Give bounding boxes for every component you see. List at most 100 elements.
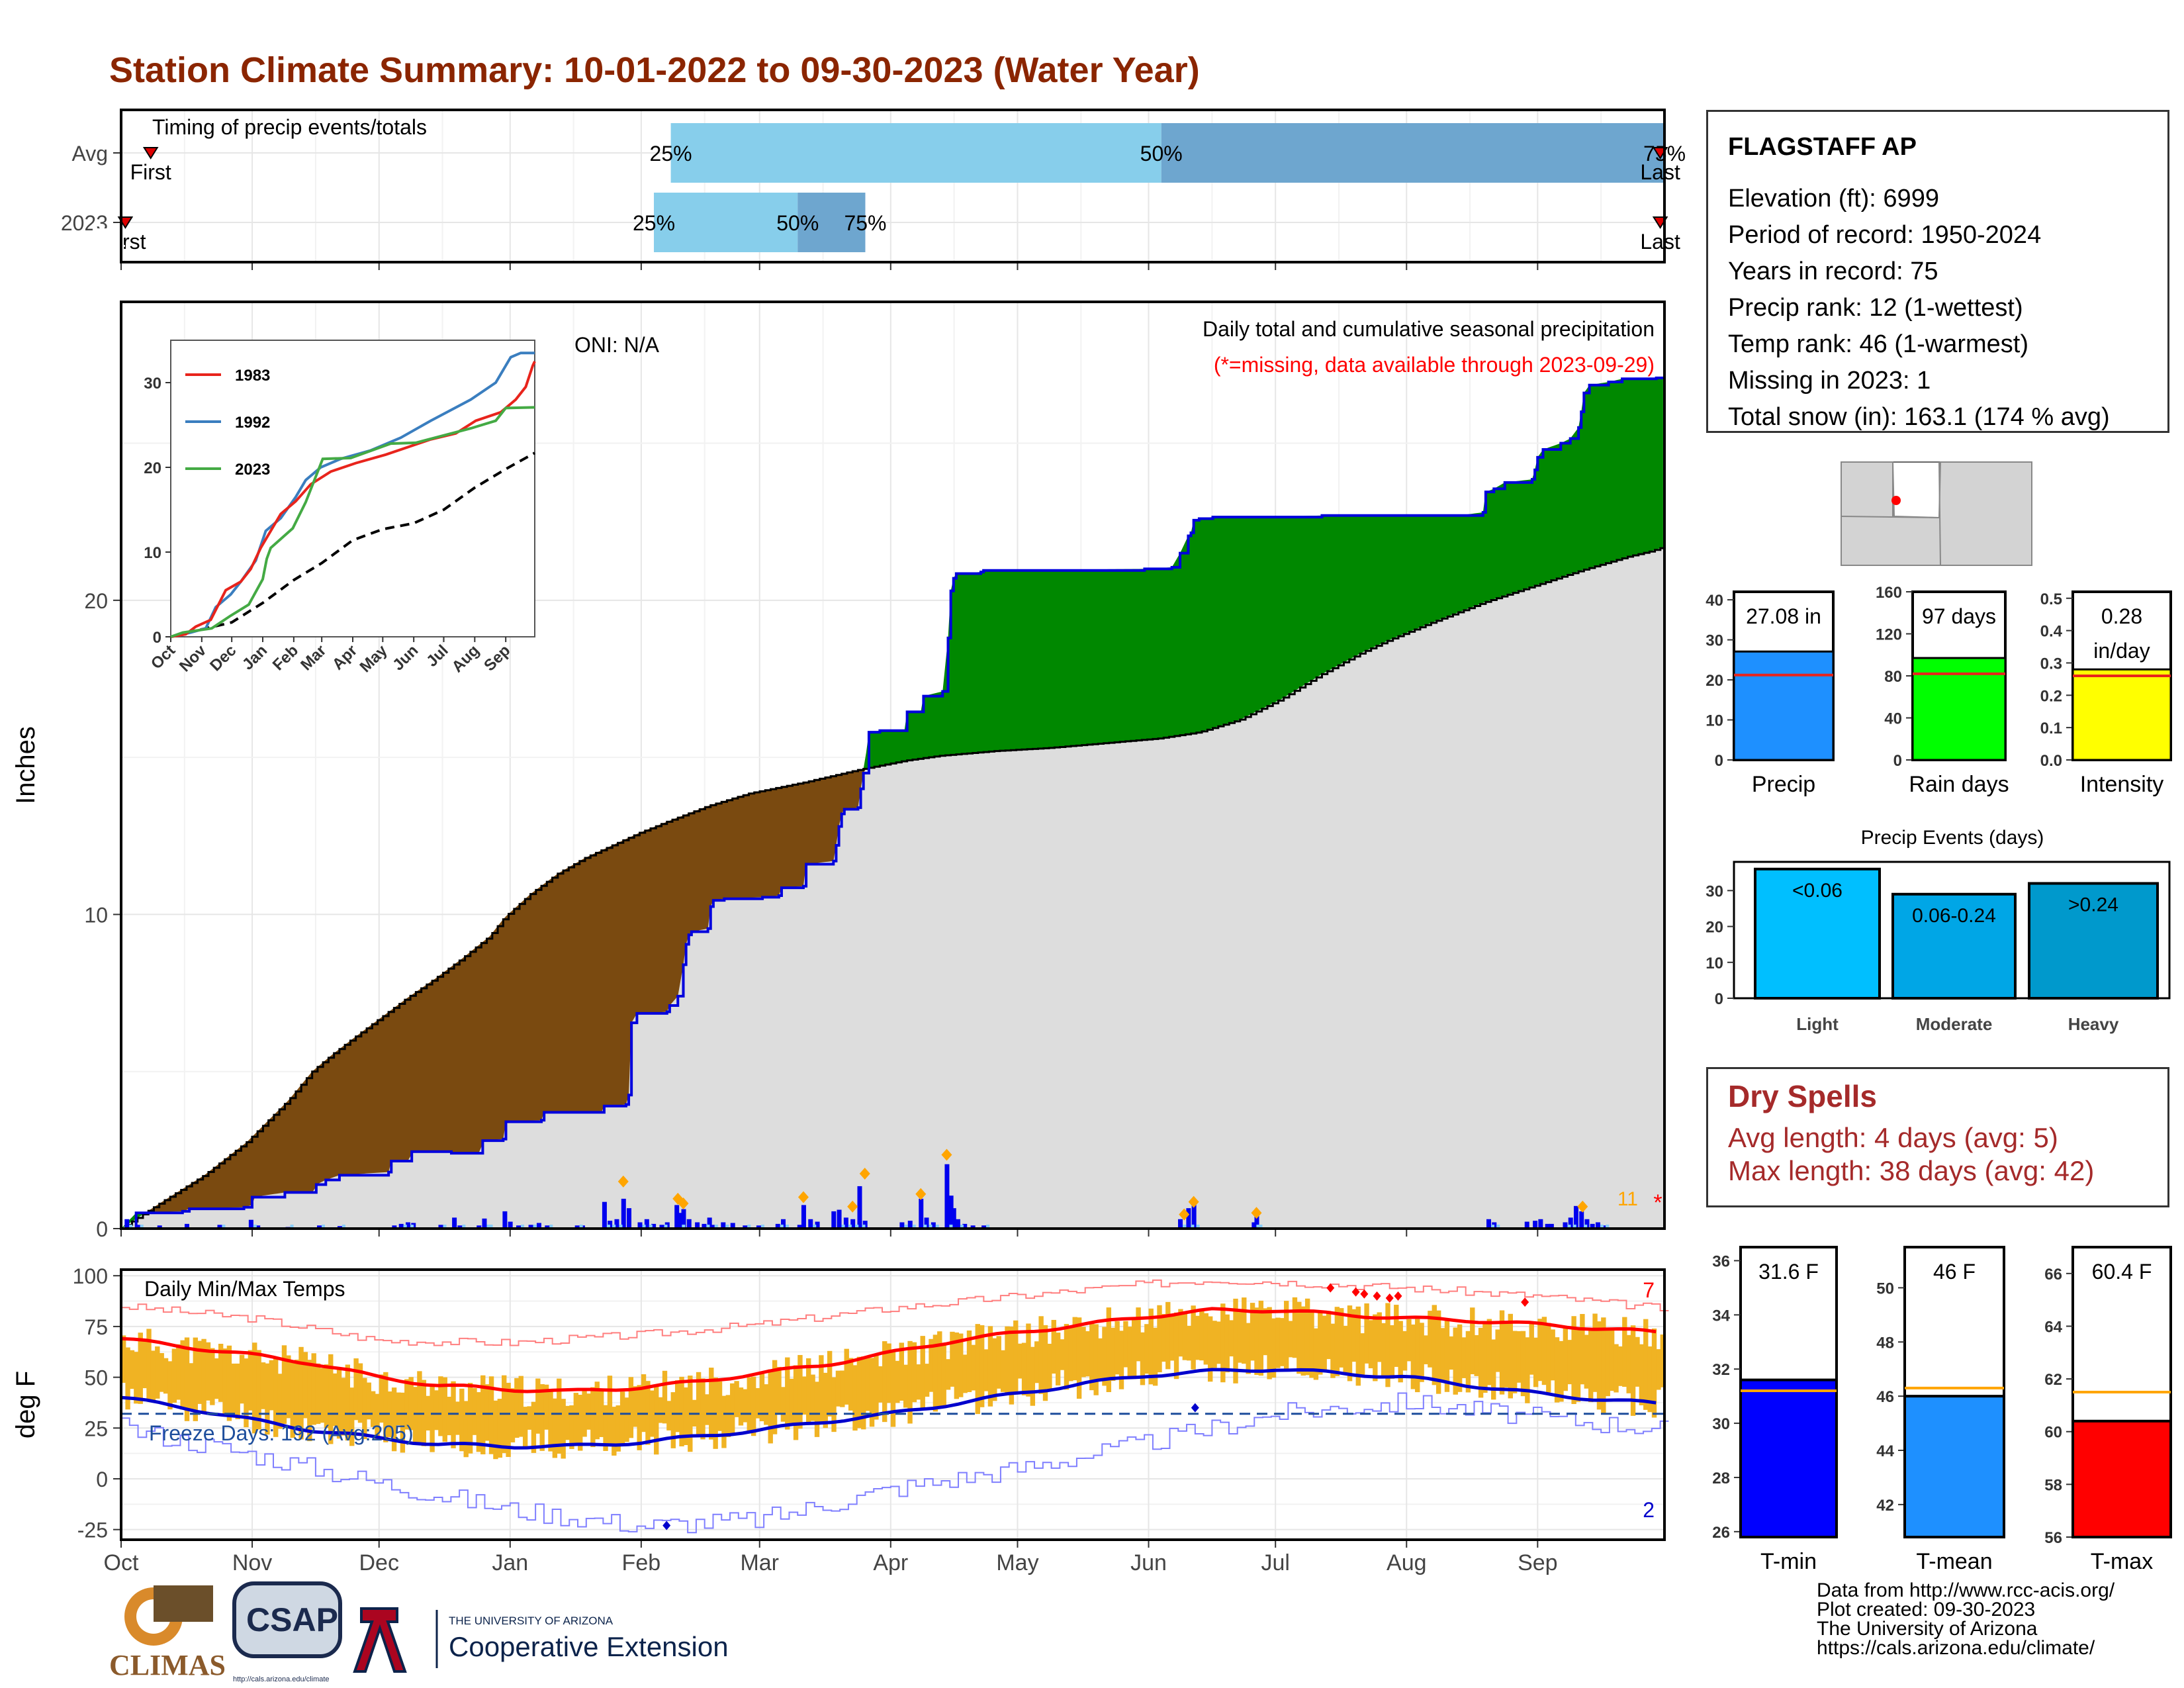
daily-precip-bar bbox=[1251, 1222, 1257, 1229]
snow-mark bbox=[549, 1225, 553, 1229]
below-normal-area bbox=[121, 547, 1663, 1229]
daily-temp-bar bbox=[1081, 1327, 1086, 1378]
daily-temp-bar bbox=[273, 1356, 279, 1437]
daily-precip-bar bbox=[477, 1225, 482, 1229]
timing-bar-25-50 bbox=[654, 193, 798, 252]
daily-temp-bar bbox=[408, 1377, 414, 1430]
snow-mark bbox=[619, 1225, 623, 1229]
snow-mark bbox=[129, 1225, 133, 1229]
daily-temp-bar bbox=[1559, 1340, 1564, 1402]
daily-temp-bar bbox=[933, 1335, 938, 1412]
daily-temp-bar bbox=[552, 1398, 558, 1458]
daily-temp-bar bbox=[886, 1343, 891, 1403]
university-logo: THE UNIVERSITY OF ARIZONA Cooperative Ex… bbox=[353, 1607, 729, 1673]
daily-temp-bar bbox=[759, 1374, 765, 1422]
daily-precip-bar bbox=[843, 1217, 848, 1229]
daily-temp-bar bbox=[840, 1370, 845, 1407]
daily-precip-bar bbox=[709, 1225, 715, 1229]
daily-precip-bar bbox=[124, 1219, 130, 1229]
daily-temp-bar bbox=[717, 1381, 723, 1431]
daily-temp-bar bbox=[1254, 1307, 1259, 1376]
daily-precip-bar bbox=[438, 1225, 443, 1229]
daily-temp-bar bbox=[793, 1365, 799, 1440]
daily-temp-bar bbox=[248, 1350, 253, 1411]
heavy-event-marker bbox=[678, 1197, 689, 1210]
daily-temp-bar bbox=[874, 1355, 879, 1420]
daily-temp-bar bbox=[797, 1354, 803, 1429]
daily-temp-bar bbox=[433, 1390, 439, 1430]
record-max-line bbox=[121, 1279, 1669, 1346]
summary-y-tick-label: 0.5 bbox=[2040, 590, 2062, 608]
snow-mark bbox=[912, 1225, 916, 1229]
daily-temp-bar bbox=[801, 1376, 807, 1415]
summary-bar bbox=[2071, 668, 2172, 761]
daily-precip-bar bbox=[1178, 1219, 1183, 1229]
daily-precip-bar bbox=[157, 1225, 162, 1229]
daily-temp-bar bbox=[1140, 1332, 1146, 1385]
inset-y-tick-label: 30 bbox=[144, 375, 161, 393]
daily-precip-bar bbox=[1486, 1219, 1492, 1229]
daily-precip-bar bbox=[614, 1219, 619, 1229]
month-label: Apr bbox=[873, 1550, 908, 1575]
heavy-event-marker bbox=[1188, 1196, 1199, 1208]
events-y-tick-label: 20 bbox=[1706, 919, 1723, 937]
snow-mark bbox=[222, 1225, 226, 1229]
events-bar-label: >0.24 bbox=[2068, 894, 2118, 916]
precip-caption: Daily total and cumulative seasonal prec… bbox=[1203, 317, 1655, 341]
y-axis-label: deg F bbox=[11, 1371, 40, 1438]
tbar-bar bbox=[1903, 1395, 2005, 1538]
daily-precip-bar bbox=[248, 1219, 253, 1229]
daily-precip-bar bbox=[651, 1223, 657, 1229]
daily-temp-bar bbox=[637, 1385, 642, 1450]
daily-precip-bar bbox=[781, 1219, 786, 1229]
daily-temp-bar bbox=[484, 1384, 490, 1441]
daily-temp-bar bbox=[252, 1342, 257, 1434]
daily-temp-bar bbox=[1275, 1317, 1281, 1368]
event-count: 11 bbox=[1617, 1188, 1638, 1210]
daily-temp-bar bbox=[958, 1333, 964, 1397]
daily-temp-bar bbox=[1005, 1326, 1010, 1395]
snow-mark bbox=[486, 1225, 490, 1229]
daily-temp-bar bbox=[1508, 1313, 1513, 1399]
daily-temp-bar bbox=[1512, 1331, 1518, 1393]
daily-temp-bar bbox=[1343, 1325, 1348, 1375]
daily-temp-bar bbox=[256, 1350, 261, 1430]
daily-temp-bar bbox=[231, 1363, 236, 1415]
summary-y-tick-label: 10 bbox=[1706, 712, 1723, 730]
daily-precip-bar bbox=[857, 1186, 862, 1229]
daily-temp-bar bbox=[1491, 1339, 1496, 1400]
daily-precip-bar bbox=[621, 1198, 626, 1229]
snow-mark bbox=[1606, 1225, 1610, 1229]
daily-temp-bar bbox=[1423, 1335, 1429, 1364]
daily-temp-bar bbox=[612, 1407, 617, 1456]
percentile-label: 25% bbox=[633, 211, 675, 235]
tbar-y-tick-label: 48 bbox=[1876, 1334, 1894, 1352]
events-category-label: Light bbox=[1796, 1014, 1839, 1034]
daily-temp-bar bbox=[1102, 1327, 1107, 1386]
daily-temp-bar bbox=[488, 1376, 494, 1454]
daily-temp-bar bbox=[375, 1393, 380, 1440]
tbar-value-label: 31.6 F bbox=[1758, 1260, 1819, 1284]
summary-value-label: 0.28 bbox=[2101, 604, 2142, 628]
snow-mark bbox=[462, 1225, 466, 1229]
daily-temp-bar bbox=[1635, 1336, 1640, 1387]
daily-temp-bar bbox=[662, 1370, 668, 1424]
daily-temp-bar bbox=[658, 1397, 663, 1423]
daily-temp-bar bbox=[1541, 1317, 1547, 1385]
daily-temp-bar bbox=[907, 1340, 913, 1424]
tbar-bar bbox=[1739, 1378, 1838, 1538]
heavy-event-marker bbox=[859, 1167, 870, 1180]
daily-temp-bar bbox=[1216, 1321, 1222, 1364]
daily-temp-bar bbox=[806, 1358, 811, 1423]
snow-mark bbox=[949, 1225, 953, 1229]
y-tick-label: 50 bbox=[84, 1366, 108, 1390]
daily-temp-bar bbox=[1191, 1305, 1196, 1370]
last-label: Last bbox=[1640, 160, 1680, 184]
daily-temp-bar bbox=[1246, 1323, 1251, 1374]
summary-y-tick-label: 0.3 bbox=[2040, 655, 2062, 673]
summary-y-tick-label: 0 bbox=[1893, 752, 1902, 770]
daily-precip-bar bbox=[1549, 1223, 1554, 1229]
daily-precip-bar bbox=[931, 1222, 936, 1229]
daily-temp-bar bbox=[654, 1385, 659, 1455]
snow-mark bbox=[1584, 1225, 1588, 1229]
